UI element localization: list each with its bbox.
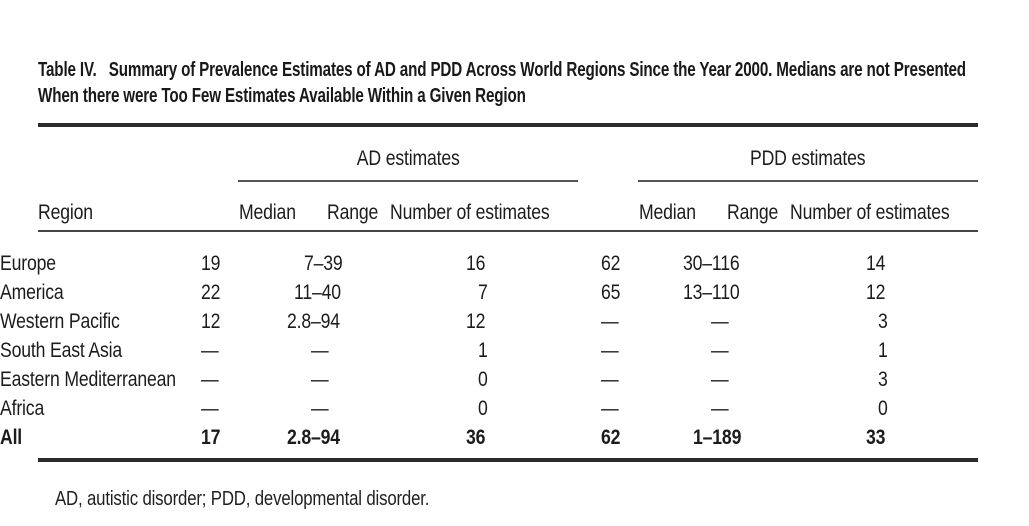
pdd-median-cell: — <box>601 397 619 420</box>
pdd-median-cell: — <box>601 368 619 391</box>
ad-number-cell: 0 <box>477 397 488 420</box>
header-ad-median: Median <box>239 201 296 224</box>
pdd-number-cell: 3 <box>877 368 888 391</box>
table-row-eastern-mediterranean: Eastern Mediterranean — — 0 — — 3 <box>0 365 940 394</box>
region-cell: Africa <box>0 397 45 420</box>
ad-number-cell: 36 <box>466 426 486 449</box>
pdd-range-cell: — <box>711 310 729 333</box>
table-title-line-2: When there were Too Few Estimates Availa… <box>38 85 526 107</box>
pdd-median-cell: — <box>601 310 619 333</box>
region-cell: Western Pacific <box>0 310 120 333</box>
group-header-row: AD estimates PDD estimates <box>38 146 978 172</box>
pdd-number-cell: 1 <box>877 339 888 362</box>
ad-median-cell: 12 <box>201 310 221 333</box>
table-row-western-pacific: Western Pacific 12 2.8–94 12 — — 3 <box>0 307 940 336</box>
region-cell: All <box>0 426 23 449</box>
pdd-median-cell: 62 <box>601 426 621 449</box>
table-title-text: Summary of Prevalence Estimates of AD an… <box>108 59 966 81</box>
ad-range-cell: — <box>311 339 329 362</box>
ad-range-cell: 11–40 <box>294 281 342 304</box>
pdd-number-cell: 12 <box>866 281 886 304</box>
ad-range-cell: 2.8–94 <box>286 310 340 333</box>
ad-range-cell: — <box>311 397 329 420</box>
pdd-estimates-group-label: PDD estimates <box>750 147 866 170</box>
pdd-number-cell: 33 <box>866 426 886 449</box>
pdd-range-cell: — <box>711 339 729 362</box>
region-cell: Eastern Mediterranean <box>0 368 176 391</box>
ad-median-cell: — <box>201 397 219 420</box>
ad-median-cell: 19 <box>201 252 221 275</box>
table-number-label: Table IV. <box>38 59 97 81</box>
header-pdd-median: Median <box>639 201 696 224</box>
table-body: Europe 19 7–39 16 62 30–116 14 America 2… <box>0 249 1029 452</box>
table-row-europe: Europe 19 7–39 16 62 30–116 14 <box>0 249 940 278</box>
pdd-range-cell: 13–110 <box>682 281 740 304</box>
header-ad-number: Number of estimates <box>390 201 550 224</box>
table-row-all-totals: All 17 2.8–94 36 62 1–189 33 <box>0 423 940 452</box>
pdd-median-cell: 62 <box>601 252 621 275</box>
header-ad-range: Range <box>327 201 379 224</box>
ad-median-cell: — <box>201 368 219 391</box>
ad-median-cell: 22 <box>201 281 221 304</box>
ad-range-cell: 7–39 <box>304 252 343 275</box>
pdd-median-cell: 65 <box>601 281 621 304</box>
pdd-range-cell: 1–189 <box>692 426 741 449</box>
pdd-median-cell: — <box>601 339 619 362</box>
table-title: Table IV. Summary of Prevalence Estimates… <box>38 57 1018 109</box>
region-cell: South East Asia <box>0 339 123 362</box>
pdd-range-cell: — <box>711 368 729 391</box>
ad-median-cell: — <box>201 339 219 362</box>
ad-number-cell: 0 <box>477 368 488 391</box>
ad-estimates-group-label: AD estimates <box>356 147 460 170</box>
top-rule <box>38 123 978 127</box>
ad-group-rule <box>238 180 578 182</box>
ad-number-cell: 16 <box>466 252 486 275</box>
table-row-america: America 22 11–40 7 65 13–110 12 <box>0 278 940 307</box>
region-cell: Europe <box>0 252 56 275</box>
region-cell: America <box>0 281 64 304</box>
pdd-number-cell: 14 <box>866 252 886 275</box>
table-footnote: AD, autistic disorder; PDD, developmenta… <box>55 488 430 510</box>
pdd-number-cell: 0 <box>877 397 888 420</box>
ad-range-cell: — <box>311 368 329 391</box>
table-row-africa: Africa — — 0 — — 0 <box>0 394 940 423</box>
pdd-range-cell: — <box>711 397 729 420</box>
pdd-range-cell: 30–116 <box>682 252 740 275</box>
table-title-line-1: Table IV. Summary of Prevalence Estimates… <box>38 57 1018 83</box>
ad-median-cell: 17 <box>201 426 221 449</box>
header-pdd-range: Range <box>727 201 779 224</box>
table-row-south-east-asia: South East Asia — — 1 — — 1 <box>0 336 940 365</box>
ad-range-cell: 2.8–94 <box>286 426 340 449</box>
ad-number-cell: 1 <box>477 339 488 362</box>
header-divider-rule <box>38 230 978 232</box>
bottom-rule <box>38 458 978 462</box>
header-pdd-number: Number of estimates <box>790 201 950 224</box>
header-region: Region <box>38 201 93 224</box>
pdd-number-cell: 3 <box>877 310 888 333</box>
column-header-row: Region Median Range Number of estimates … <box>38 200 978 226</box>
pdd-group-rule <box>638 180 978 182</box>
ad-number-cell: 7 <box>477 281 488 304</box>
ad-number-cell: 12 <box>466 310 486 333</box>
